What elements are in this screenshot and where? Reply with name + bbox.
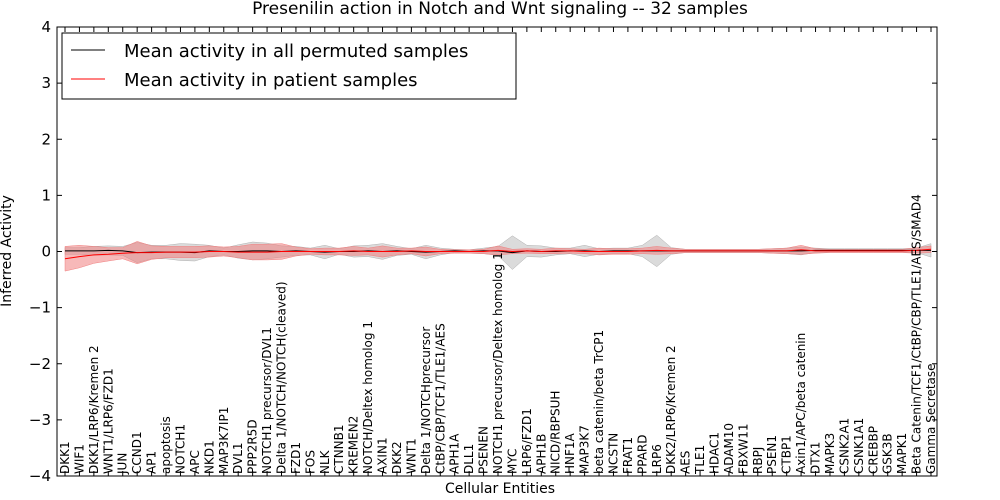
x-axis: DKK1 WIF1 DKK1/LRP6/Kremen 2 WNT1/LRP6/FZD1… <box>58 27 938 476</box>
x-tick-label: PPP2R5D <box>246 419 260 474</box>
y-tick-label: 4 <box>41 18 51 36</box>
x-tick-label: JUN <box>116 453 130 475</box>
x-tick-label: CCND1 <box>130 431 144 474</box>
x-tick-label: FOS <box>303 450 317 474</box>
x-tick-label: FZD1 <box>289 442 303 474</box>
x-tick-label: HNF1A <box>563 432 577 474</box>
x-tick-label: DVL1 <box>231 442 245 474</box>
x-tick-label: Axin1/APC/beta catenin <box>794 333 808 474</box>
line-series-1 <box>64 248 932 260</box>
x-tick-label: beta catenin/beta TrCP1 <box>592 330 606 474</box>
x-tick-label: AP1 <box>145 451 159 474</box>
x-tick-label: LRP6 <box>650 444 664 474</box>
x-tick-label: CSNK1A1 <box>852 418 866 474</box>
y-tick-label: 0 <box>41 243 51 261</box>
x-tick-label: CREBBP <box>866 426 880 474</box>
x-tick-label: DKK1/LRP6/Kremen 2 <box>87 345 101 474</box>
x-tick-label: MAP3K7IP1 <box>217 407 231 474</box>
x-tick-label: Delta 1/NOTCH/NOTCH(cleaved) <box>275 281 289 474</box>
x-tick-label: Gamma Secretase <box>924 363 938 474</box>
x-tick-label: DKK2 <box>390 441 404 474</box>
y-tick-label: −1 <box>29 299 51 317</box>
chart-title: Presenilin action in Notch and Wnt signa… <box>252 0 748 19</box>
x-tick-label: NOTCH1 precursor/Deltex homolog 1 <box>491 252 505 474</box>
x-tick-label: TLE1 <box>693 445 707 475</box>
x-tick-label: GSK3B <box>881 433 895 474</box>
x-tick-label: NCSTN <box>607 433 621 474</box>
series-lines <box>64 248 932 260</box>
x-tick-label: WIF1 <box>72 444 86 474</box>
x-tick-label: AES <box>679 451 693 474</box>
x-tick-label: MAPK1 <box>895 433 909 474</box>
y-axis-label: Inferred Activity <box>0 195 15 307</box>
y-tick-label: 3 <box>41 74 51 92</box>
y-tick-label: −3 <box>29 411 51 429</box>
x-tick-label: FBXW11 <box>736 424 750 475</box>
x-tick-label: PPARD <box>635 435 649 475</box>
y-tick-label: 2 <box>41 130 51 148</box>
y-tick-label: −2 <box>29 355 51 373</box>
x-axis-label: Cellular Entities <box>445 481 555 497</box>
x-tick-label: KREMEN2 <box>347 416 361 474</box>
x-tick-label: Delta 1/NOTCHprecursor <box>419 327 433 474</box>
x-tick-label: DLL1 <box>462 444 476 474</box>
x-tick-label: LRP6/FZD1 <box>520 408 534 474</box>
x-tick-label: WNT1 <box>404 438 418 474</box>
x-tick-label: NOTCH1 <box>174 424 188 474</box>
x-tick-label: Beta Catenin/TCF1/CtBP/CBP/TLE1/AES/SMAD… <box>910 194 924 474</box>
x-tick-label: HDAC1 <box>708 432 722 474</box>
x-tick-label: APH1A <box>448 433 462 474</box>
plot-frame <box>56 26 938 477</box>
x-tick-label: PSENEN <box>477 426 491 474</box>
x-tick-label: NICD/RBPSUH <box>549 391 563 474</box>
y-axis: −4 −3 −2 −1 0 1 2 3 4 <box>29 18 937 485</box>
x-tick-label: FRAT1 <box>621 437 635 474</box>
x-tick-label: DTX1 <box>809 442 823 474</box>
x-tick-label: DKK1 <box>58 441 72 474</box>
legend-label-patient: Mean activity in patient samples <box>124 70 418 91</box>
y-tick-label: 1 <box>41 186 51 204</box>
x-tick-label: CTNNB1 <box>332 424 346 474</box>
legend-label-permuted: Mean activity in all permuted samples <box>124 41 468 62</box>
x-tick-label: DKK2/LRP6/Kremen 2 <box>664 345 678 474</box>
x-tick-label: APC <box>188 450 202 474</box>
legend-box <box>61 32 517 100</box>
x-tick-label: NOTCH/Deltex homolog 1 <box>361 321 375 474</box>
y-tick-label: −4 <box>29 467 51 485</box>
confidence-bands <box>64 234 932 272</box>
x-tick-label: RBPJ <box>751 447 765 474</box>
x-tick-label: WNT1/LRP6/FZD1 <box>101 368 115 474</box>
x-tick-label: CtBP/CBP/TCF1/TLE1/AES <box>433 323 447 474</box>
band-series-1 <box>64 241 932 272</box>
x-tick-label: CTBP1 <box>780 435 794 474</box>
x-tick-label: CSNK2A1 <box>837 418 851 474</box>
x-tick-label: ADAM10 <box>722 423 736 474</box>
x-tick-label: MYC <box>505 449 519 474</box>
x-tick-label: APH1B <box>534 434 548 474</box>
x-tick-label: NLK <box>318 449 332 474</box>
x-tick-label: NOTCH1 precursor/DVL1 <box>260 327 274 474</box>
x-tick-label: MAP3K7 <box>578 425 592 474</box>
x-tick-label: AXIN1 <box>376 437 390 474</box>
x-tick-label: PSEN1 <box>765 435 779 474</box>
x-tick-label: MAPK3 <box>823 433 837 474</box>
x-tick-label: apoptosis <box>159 416 173 474</box>
legend: Mean activity in all permuted samples Me… <box>61 32 517 100</box>
x-tick-label: NKD1 <box>202 440 216 474</box>
